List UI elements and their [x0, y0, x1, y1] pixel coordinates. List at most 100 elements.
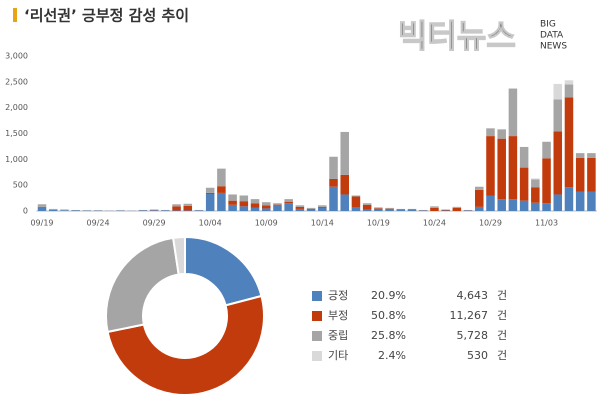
- bar-segment: [508, 199, 518, 211]
- x-tick-label: 10/09: [255, 219, 278, 228]
- bar-segment: [172, 210, 181, 211]
- legend-percent: 20.9%: [371, 289, 406, 302]
- bar-segment: [306, 207, 316, 209]
- legend-unit: 건: [497, 289, 507, 302]
- donut-slice: [184, 235, 263, 307]
- bar-segment: [430, 206, 439, 208]
- x-tick-label: 10/14: [311, 219, 334, 228]
- donut-slice: [171, 235, 186, 276]
- bar-segment: [542, 141, 551, 159]
- bar-segment: [172, 204, 181, 207]
- bar-segment: [542, 158, 551, 204]
- bar-segment: [284, 199, 293, 202]
- bar-segment: [340, 174, 349, 195]
- bar-segment: [475, 186, 484, 190]
- legend-label: 부정: [328, 309, 348, 322]
- legend-swatch: [312, 291, 322, 301]
- bar-segment: [553, 131, 563, 195]
- bar-segment: [351, 196, 361, 208]
- x-tick-label: 11/03: [535, 219, 558, 228]
- bar-segment: [430, 207, 439, 211]
- bar-segment: [329, 178, 338, 187]
- bar-segment: [284, 203, 293, 211]
- bar-segment: [519, 200, 529, 211]
- legend-swatch: [312, 331, 322, 341]
- bar-segment: [441, 210, 450, 211]
- bar-segment: [407, 208, 417, 210]
- bar-segment: [205, 187, 215, 193]
- bar-segment: [486, 128, 495, 137]
- y-tick-label: 2,000: [5, 103, 28, 112]
- bar-segment: [318, 206, 327, 208]
- bar-segment: [228, 200, 237, 205]
- bar-segment: [273, 204, 282, 211]
- bar-segment: [217, 168, 226, 187]
- bar-segment: [306, 208, 316, 210]
- bar-segment: [385, 208, 394, 210]
- bar-segment: [228, 204, 237, 211]
- bar-segment: [508, 88, 518, 137]
- bar-segment: [575, 191, 585, 211]
- legend-count: 530: [467, 349, 488, 362]
- bar-segment: [497, 138, 506, 200]
- bar-segment: [205, 192, 215, 194]
- bar-segment: [48, 209, 58, 211]
- bar-segment: [228, 194, 237, 201]
- bar-segment: [362, 203, 372, 205]
- bar-segment: [60, 210, 69, 211]
- bar-segment: [575, 157, 585, 192]
- bar-segment: [138, 209, 148, 211]
- bar-segment: [497, 129, 506, 139]
- bar-segment: [396, 208, 406, 210]
- bar-segment: [138, 210, 148, 211]
- bar-segment: [531, 202, 540, 211]
- bar-segment: [575, 153, 585, 158]
- bar-segment: [149, 209, 159, 210]
- legend-swatch: [312, 351, 322, 361]
- bar-segment: [48, 208, 58, 210]
- bar-segment: [261, 208, 271, 211]
- legend-percent: 2.4%: [378, 349, 406, 362]
- logo-sub: NEWS: [540, 42, 567, 52]
- bar-segment: [273, 204, 282, 205]
- y-tick-label: 0: [23, 207, 28, 216]
- bar-segment: [452, 206, 462, 208]
- bar-segment: [239, 201, 249, 207]
- bar-segment: [149, 210, 159, 211]
- bar-segment: [295, 206, 305, 209]
- legend-count: 4,643: [457, 289, 489, 302]
- bar-segment: [374, 207, 383, 209]
- bar-segment: [396, 209, 406, 210]
- bar-segment: [172, 206, 181, 211]
- y-tick-label: 2,500: [5, 77, 28, 86]
- legend-unit: 건: [497, 309, 507, 322]
- legend-swatch: [312, 311, 322, 321]
- bar-segment: [250, 199, 260, 204]
- legend-label: 중립: [328, 329, 348, 342]
- legend-unit: 건: [497, 329, 507, 342]
- bar-segment: [71, 210, 80, 211]
- bar-segment: [497, 199, 506, 211]
- x-tick-label: 09/19: [30, 219, 53, 228]
- bar-segment: [351, 195, 361, 197]
- bar-segment: [183, 210, 193, 211]
- bar-segment: [362, 204, 372, 210]
- bar-segment: [542, 203, 551, 211]
- bar-segment: [351, 207, 361, 211]
- y-tick-label: 1,500: [5, 129, 28, 138]
- bar-segment: [205, 193, 215, 211]
- bar-segment: [340, 194, 349, 211]
- legend-count: 5,728: [457, 329, 489, 342]
- title-marker: [13, 8, 17, 22]
- bar-segment: [475, 189, 484, 207]
- bar-segment: [519, 167, 529, 201]
- bar-segment: [418, 210, 428, 211]
- y-tick-label: 1,000: [5, 155, 28, 164]
- bar-segment: [37, 204, 47, 207]
- bar-segment: [463, 210, 473, 211]
- legend-label: 긍정: [328, 289, 348, 302]
- bar-segment: [318, 205, 327, 207]
- bar-segment: [531, 179, 540, 188]
- bar-segment: [183, 203, 193, 206]
